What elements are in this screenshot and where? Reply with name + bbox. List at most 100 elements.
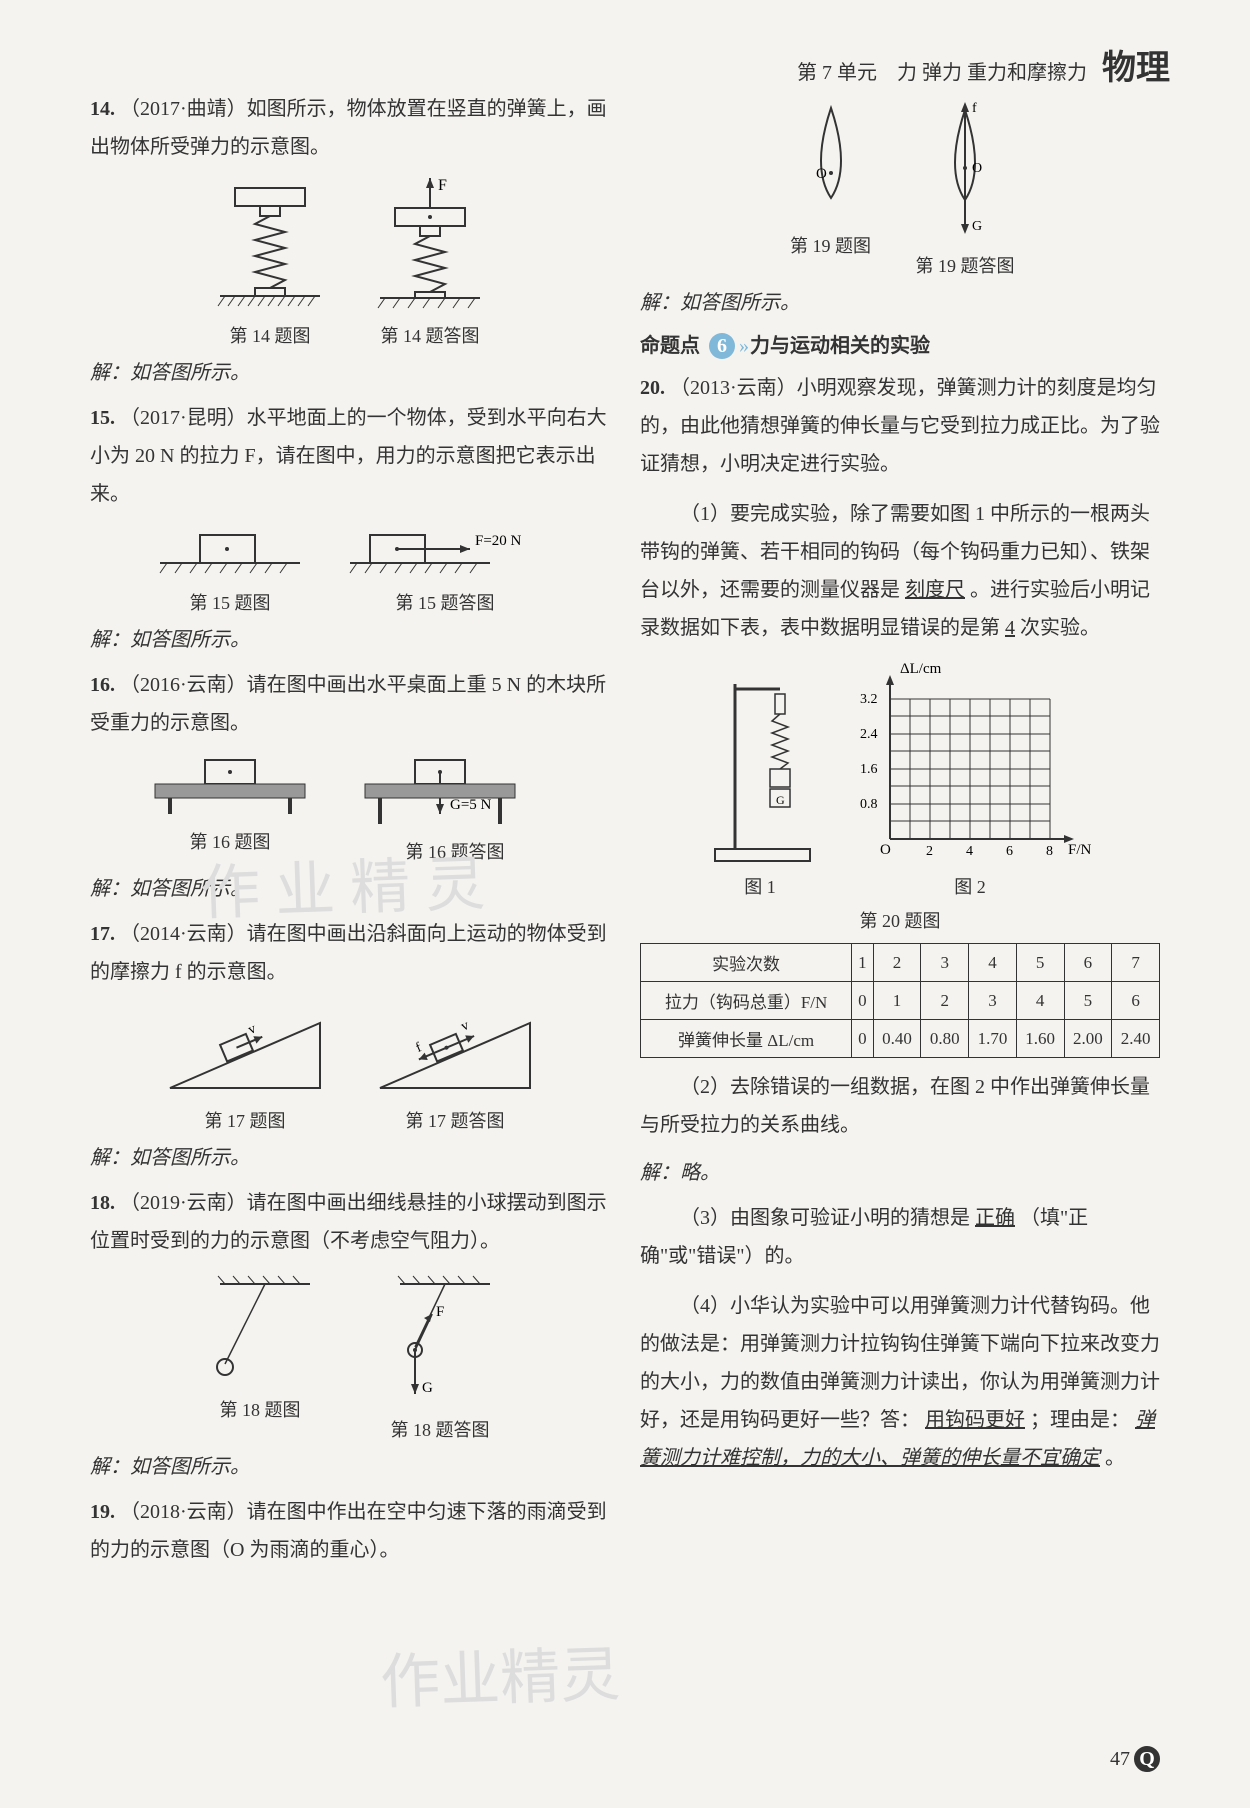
- q20-intro: （2013·云南）小明观察发现，弹簧测力计的刻度是均匀的，由此他猜想弹簧的伸长量…: [640, 377, 1160, 475]
- q19-solution: 解：如答图所示。: [640, 286, 1160, 315]
- q20-blank2: 4: [1005, 617, 1015, 639]
- q16-cap-r: 第 16 题答图: [355, 838, 555, 864]
- q17-cap-r: 第 17 题答图: [370, 1107, 540, 1133]
- page-badge-icon: Q: [1134, 1746, 1160, 1772]
- incline-icon: v: [160, 1003, 330, 1103]
- q14-fig-right: F 第 14 题答图: [370, 178, 490, 348]
- q17-fig-right: v f 第 17 题答图: [370, 1003, 540, 1133]
- svg-text:O: O: [972, 161, 982, 176]
- block-ground-icon: [155, 525, 305, 585]
- q20-blank1: 刻度尺: [905, 579, 965, 601]
- section-label: 命题点: [640, 335, 700, 357]
- table-block-icon: [145, 754, 315, 824]
- q14-num: 14.: [90, 98, 115, 120]
- q16-solution: 解：如答图所示。: [90, 872, 610, 901]
- page-number: 47Q: [1110, 1746, 1160, 1772]
- left-column: 14. （2017·曲靖）如图所示，物体放置在竖直的弹簧上，画出物体所受弹力的示…: [90, 90, 610, 1581]
- q20-fig1: G 图 1: [700, 669, 820, 899]
- table-header: 弹簧伸长量 ΔL/cm: [641, 1020, 852, 1058]
- pendulum-icon: [190, 1272, 330, 1392]
- incline-friction-icon: v f: [370, 1003, 540, 1103]
- svg-text:v: v: [459, 1018, 471, 1035]
- q14-cap-l: 第 14 题图: [210, 322, 330, 348]
- q15-solution: 解：如答图所示。: [90, 623, 610, 652]
- q20-cap-row: 第 20 题图: [640, 907, 1160, 933]
- section-title-text: 力与运动相关的实验: [750, 335, 930, 357]
- q14-text: （2017·曲靖）如图所示，物体放置在竖直的弹簧上，画出物体所受弹力的示意图。: [90, 98, 607, 158]
- question-20: 20. （2013·云南）小明观察发现，弹簧测力计的刻度是均匀的，由此他猜想弹簧…: [640, 369, 1160, 483]
- section-num-badge: 6: [709, 333, 735, 359]
- q15-fig-left: 第 15 题图: [155, 525, 305, 615]
- q20-p4c: 。: [1105, 1447, 1125, 1469]
- svg-text:8: 8: [1046, 844, 1053, 859]
- svg-text:ΔL/cm: ΔL/cm: [900, 661, 942, 677]
- q20-blank4a: 用钩码更好: [925, 1409, 1025, 1431]
- question-18: 18. （2019·云南）请在图中画出细线悬挂的小球摆动到图示位置时受到的力的示…: [90, 1184, 610, 1260]
- q16-num: 16.: [90, 674, 115, 696]
- question-17: 17. （2014·云南）请在图中画出沿斜面向上运动的物体受到的摩擦力 f 的示…: [90, 915, 610, 991]
- q16-fig-right: G=5 N 第 16 题答图: [355, 754, 555, 864]
- unit-title: 第 7 单元 力 弹力 重力和摩擦力: [797, 62, 1087, 84]
- q20-cap1: 图 1: [700, 873, 820, 899]
- svg-text:6: 6: [1006, 844, 1013, 859]
- svg-text:F: F: [436, 1304, 444, 1320]
- spring-stand-icon: G: [700, 669, 820, 869]
- svg-text:f: f: [972, 101, 977, 116]
- table-row: 弹簧伸长量 ΔL/cm 00.40 0.801.70 1.602.00 2.40: [641, 1020, 1160, 1058]
- q18-fig-right: F G 第 18 题答图: [370, 1272, 510, 1442]
- q20-cap2: 图 2: [840, 873, 1100, 899]
- q20-p4b: ；理由是：: [1030, 1409, 1130, 1431]
- question-19: 19. （2018·云南）请在图中作出在空中匀速下落的雨滴受到的力的示意图（O …: [90, 1493, 610, 1569]
- q15-cap-l: 第 15 题图: [155, 589, 305, 615]
- q17-num: 17.: [90, 923, 115, 945]
- q14-cap-r: 第 14 题答图: [370, 322, 490, 348]
- svg-text:G: G: [776, 793, 785, 807]
- pendulum-forces-icon: F G: [370, 1272, 510, 1412]
- svg-text:v: v: [246, 1021, 258, 1038]
- block-force-icon: F=20 N: [345, 525, 545, 585]
- question-16: 16. （2016·云南）请在图中画出水平桌面上重 5 N 的木块所受重力的示意…: [90, 666, 610, 742]
- q15-num: 15.: [90, 407, 115, 429]
- q15-fig-right: F=20 N 第 15 题答图: [345, 525, 545, 615]
- svg-text:4: 4: [966, 844, 973, 859]
- svg-text:F: F: [438, 178, 447, 194]
- q20-num: 20.: [640, 377, 665, 399]
- table-gravity-icon: G=5 N: [355, 754, 555, 834]
- q19-cap-l: 第 19 题图: [786, 232, 876, 258]
- right-column: O 第 19 题图 O f G 第 19 题答图 解：如答图所示。 命题点 6»…: [640, 90, 1160, 1581]
- spring-answer-icon: F: [370, 178, 490, 318]
- section-heading: 命题点 6» 力与运动相关的实验: [640, 329, 1160, 359]
- q20-p3a: （3）由图象可验证小明的猜想是: [680, 1207, 970, 1229]
- svg-text:f: f: [414, 1040, 424, 1056]
- q15-text: （2017·昆明）水平地面上的一个物体，受到水平向右大小为 20 N 的拉力 F…: [90, 407, 607, 505]
- watermark: 作业精灵: [379, 1626, 622, 1721]
- table-row: 实验次数 12 34 56 7: [641, 944, 1160, 982]
- q17-text: （2014·云南）请在图中画出沿斜面向上运动的物体受到的摩擦力 f 的示意图。: [90, 923, 607, 983]
- q20-blank3: 正确: [975, 1207, 1015, 1229]
- chevron-icon: »: [739, 335, 745, 357]
- svg-text:0.8: 0.8: [860, 797, 878, 812]
- svg-text:3.2: 3.2: [860, 692, 878, 707]
- question-15: 15. （2017·昆明）水平地面上的一个物体，受到水平向右大小为 20 N 的…: [90, 399, 610, 513]
- q19-fig-right: O f G 第 19 题答图: [916, 98, 1015, 278]
- spring-diagram-icon: [210, 178, 330, 318]
- q14-solution: 解：如答图所示。: [90, 356, 610, 385]
- svg-text:G: G: [422, 1380, 433, 1396]
- q20-table: 实验次数 12 34 56 7 拉力（钩码总重）F/N 01 23 45 6 弹…: [640, 943, 1160, 1058]
- q16-text: （2016·云南）请在图中画出水平桌面上重 5 N 的木块所受重力的示意图。: [90, 674, 606, 734]
- raindrop-forces-icon: O f G: [920, 98, 1010, 248]
- table-header: 实验次数: [641, 944, 852, 982]
- q15-cap-r: 第 15 题答图: [345, 589, 545, 615]
- grid-chart-icon: ΔL/cm F/N O 3.2: [840, 659, 1100, 869]
- q18-fig-left: 第 18 题图: [190, 1272, 330, 1442]
- svg-text:O: O: [880, 842, 891, 858]
- table-header: 拉力（钩码总重）F/N: [641, 982, 852, 1020]
- svg-text:G=5 N: G=5 N: [450, 797, 492, 813]
- q19-cap-r: 第 19 题答图: [916, 252, 1015, 278]
- q19-text: （2018·云南）请在图中作出在空中匀速下落的雨滴受到的力的示意图（O 为雨滴的…: [90, 1501, 607, 1561]
- svg-text:G: G: [972, 219, 982, 234]
- q17-solution: 解：如答图所示。: [90, 1141, 610, 1170]
- q18-text: （2019·云南）请在图中画出细线悬挂的小球摆动到图示位置时受到的力的示意图（不…: [90, 1192, 607, 1252]
- raindrop-icon: O: [786, 98, 876, 228]
- q16-cap-l: 第 16 题图: [145, 828, 315, 854]
